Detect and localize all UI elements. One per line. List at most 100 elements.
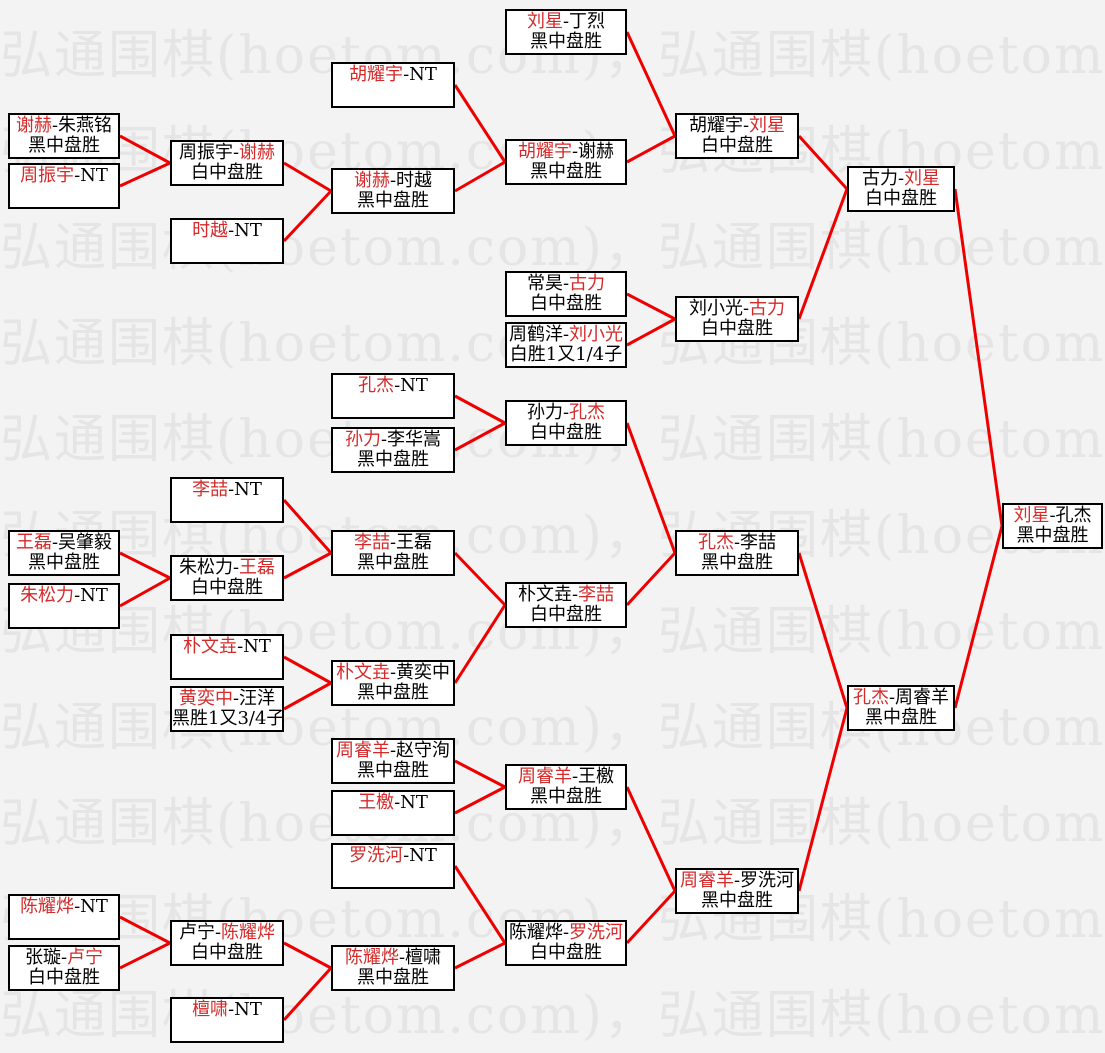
player2-name: 罗洗河 [569, 922, 624, 943]
vs-dash: - [562, 324, 570, 345]
connector-line [953, 188, 1004, 527]
vs-dash: - [571, 584, 579, 605]
result-text: 白中盘胜 [701, 318, 773, 339]
vs-dash: - [394, 792, 401, 813]
player1-name: 周振宇 [178, 142, 233, 163]
vs-dash: - [228, 479, 235, 500]
result-text: 白中盘胜 [530, 942, 602, 963]
connector-line [797, 188, 849, 320]
player2-name: 汪洋 [239, 688, 276, 709]
match-box: 周睿羊-赵守洵 黑中盘胜 [331, 738, 455, 784]
result-text: 白中盘胜 [530, 422, 602, 443]
player2-name: NT [409, 845, 437, 866]
match-box: 孔杰-周睿羊 黑中盘胜 [847, 685, 955, 731]
connector-line [626, 292, 676, 321]
player1-name: 黄奕中 [178, 688, 233, 709]
player2-name: NT [80, 896, 108, 917]
result-text: 白中盘胜 [701, 135, 773, 156]
player2-name: 古力 [749, 298, 786, 319]
connector-line [282, 189, 333, 243]
player1-name: 李喆 [192, 479, 229, 500]
connector-line [453, 604, 507, 684]
player2-name: 谢赫 [239, 142, 276, 163]
match-box: 孔杰-李喆 黑中盘胜 [675, 530, 799, 576]
connector-line [625, 551, 677, 607]
player2-name: 王檄 [578, 766, 615, 787]
player2-name: 孔杰 [1055, 505, 1092, 526]
match-box: 周睿羊-罗洗河 黑中盘胜 [675, 868, 799, 914]
vs-dash: - [733, 532, 741, 553]
vs-dash: - [389, 662, 397, 683]
player1-name: 朴文垚 [335, 662, 390, 683]
connector-line [453, 865, 507, 944]
result-text: 黑中盘胜 [530, 31, 602, 52]
vs-dash: - [888, 687, 896, 708]
result-text: 黑中盘胜 [865, 707, 937, 728]
player2-name: 周睿羊 [895, 687, 950, 708]
vs-dash: - [562, 273, 570, 294]
result-text: 白中盘胜 [865, 188, 937, 209]
player2-name: 古力 [569, 273, 606, 294]
match-box: 孙力-李华嵩 黑中盘胜 [331, 427, 455, 473]
vs-dash: - [562, 402, 570, 423]
player1-name: 周睿羊 [335, 740, 390, 761]
result-text: 黑中盘胜 [28, 552, 100, 573]
vs-dash: - [60, 947, 68, 968]
match-box: 李喆-王磊 黑中盘胜 [331, 530, 455, 576]
result-text: 黑中盘胜 [530, 161, 602, 182]
connector-line [119, 576, 171, 608]
connector-line [119, 941, 171, 970]
player2-name: NT [409, 64, 437, 85]
result-text: 黑中盘胜 [357, 967, 429, 988]
player1-name: 朴文垚 [183, 636, 238, 657]
result-text: 白中盘胜 [191, 577, 263, 598]
match-box: 朱松力-王磊 白中盘胜 [170, 555, 284, 601]
result-text: 黑胜1又3/4子 [172, 708, 285, 729]
match-box: 卢宁-陈耀烨 白中盘胜 [170, 920, 284, 966]
player2-name: 卢宁 [67, 947, 104, 968]
vs-dash: - [742, 298, 750, 319]
match-box: 陈耀烨-檀啸 黑中盘胜 [331, 945, 455, 991]
connector-line [454, 160, 506, 193]
player2-name: 李华嵩 [387, 429, 442, 450]
player2-name: 刘星 [904, 168, 941, 189]
player1-name: 孔杰 [852, 687, 889, 708]
connector-line [625, 31, 677, 137]
connector-line [625, 786, 677, 892]
vs-dash: - [74, 585, 81, 606]
match-box: 檀啸-NT [170, 997, 284, 1043]
connector-line [625, 889, 677, 945]
player1-name: 李喆 [353, 532, 390, 553]
match-box: 周振宇-NT [8, 163, 120, 209]
connector-line [119, 915, 171, 945]
result-text: 白中盘胜 [28, 967, 100, 988]
result-text: 白中盘胜 [530, 293, 602, 314]
player1-name: 王檄 [358, 792, 395, 813]
connector-line [454, 941, 506, 970]
vs-dash: - [232, 557, 240, 578]
connector-line [626, 317, 676, 347]
result-text: 黑中盘胜 [357, 449, 429, 470]
connector-line [119, 551, 171, 580]
vs-dash: - [214, 922, 222, 943]
player2-name: 王磊 [396, 532, 433, 553]
vs-dash: - [1049, 505, 1056, 526]
player2-name: 王磊 [239, 557, 276, 578]
player1-name: 朱松力 [178, 557, 233, 578]
player1-name: 周睿羊 [517, 766, 572, 787]
connector-line [283, 941, 332, 970]
vs-dash: - [394, 375, 401, 396]
match-box: 王磊-吴肇毅 黑中盘胜 [8, 530, 120, 576]
match-box: 陈耀烨-罗洗河 白中盘胜 [505, 920, 627, 966]
connector-line [454, 785, 506, 815]
vs-dash: - [733, 870, 741, 891]
result-text: 白中盘胜 [191, 162, 263, 183]
connector-line [283, 551, 332, 580]
vs-dash: - [403, 64, 410, 85]
result-text: 白中盘胜 [191, 942, 263, 963]
vs-dash: - [571, 141, 579, 162]
connector-line [283, 681, 332, 711]
vs-dash: - [232, 688, 240, 709]
result-text: 黑中盘胜 [701, 552, 773, 573]
player2-name: NT [80, 585, 108, 606]
